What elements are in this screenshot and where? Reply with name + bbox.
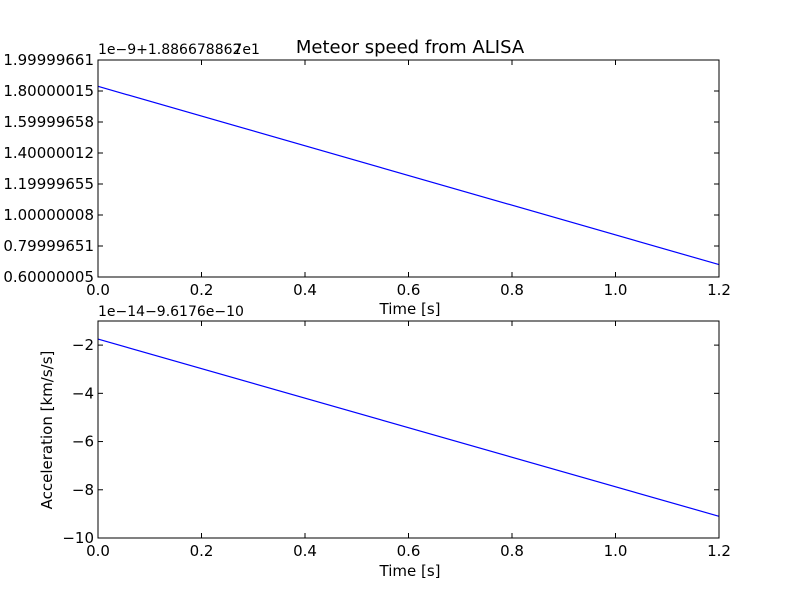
acceleration-y-tick-label: −8: [72, 481, 94, 499]
speed-ticks: 0.0 0.2 0.4 0.6 0.8 1.0 1.2 0.60000005 0.7999965…: [3, 51, 731, 299]
speed-series-line: [97, 85, 720, 266]
speed-subplot: 0.0 0.2 0.4 0.6 0.8 1.0 1.2 0.60000005 0.7999965…: [3, 37, 731, 318]
acceleration-x-tick-label: 1.0: [604, 542, 628, 560]
speed-chart-title: Meteor speed from ALISA: [296, 37, 525, 58]
speed-y-tick-label: 1.19999655: [3, 175, 94, 193]
speed-series: [97, 85, 720, 266]
speed-x-tick-label: 0.4: [293, 281, 317, 299]
speed-y-tick-label: 0.79999651: [3, 237, 94, 255]
speed-offset-text: 1e−9+1.886678862: [98, 42, 241, 58]
speed-axes-frame: [97, 59, 720, 278]
acceleration-series: [97, 338, 720, 517]
speed-y-tick-label: 0.60000005: [3, 268, 94, 286]
acceleration-x-tick-label: 1.2: [707, 542, 731, 560]
speed-y-tick-label: 1.40000012: [3, 144, 94, 162]
speed-x-axis-label: Time [s]: [379, 300, 441, 318]
speed-y-tick-label: 1.00000008: [3, 206, 94, 224]
speed-x-tick-label: 0.6: [397, 281, 421, 299]
speed-y-tick-label: 1.80000015: [3, 82, 94, 100]
speed-x-tick-label: 0.0: [86, 281, 110, 299]
speed-x-tick-label: 0.8: [500, 281, 524, 299]
acceleration-x-tick-label: 0.6: [397, 542, 421, 560]
speed-offset-overlap: 7e1: [233, 42, 259, 58]
acceleration-x-tick-label: 0.2: [190, 542, 214, 560]
acceleration-x-tick-label: 0.4: [293, 542, 317, 560]
acceleration-ticks: 0.0 0.2 0.4 0.6 0.8 1.0 1.2 −10 −8 −6 −4 −2: [62, 321, 731, 560]
acceleration-offset-label: 1e−14−9.6176e−10: [98, 304, 244, 320]
acceleration-x-tick-label: 0.8: [500, 542, 524, 560]
speed-offset-label: 1e−9+1.8866788627e1: [98, 42, 260, 58]
acceleration-series-line: [97, 338, 720, 517]
speed-x-tick-label: 0.2: [190, 281, 214, 299]
acceleration-x-tick-label: 0.0: [86, 542, 110, 560]
speed-y-tick-label: 1.99999661: [3, 51, 94, 69]
speed-x-tick-label: 1.0: [604, 281, 628, 299]
acceleration-y-tick-label: −4: [72, 384, 94, 402]
acceleration-y-tick-label: −10: [62, 529, 94, 547]
acceleration-axes-frame: [97, 320, 720, 539]
speed-x-tick-label: 1.2: [707, 281, 731, 299]
acceleration-y-axis-label: Acceleration [km/s/s]: [38, 351, 56, 510]
acceleration-y-tick-label: −2: [72, 336, 94, 354]
speed-y-tick-label: 1.59999658: [3, 113, 94, 131]
acceleration-y-tick-label: −6: [72, 433, 94, 451]
acceleration-x-axis-label: Time [s]: [379, 562, 441, 580]
acceleration-subplot: 0.0 0.2 0.4 0.6 0.8 1.0 1.2 −10 −8 −6 −4 −2 1e−14−9…: [38, 304, 731, 580]
